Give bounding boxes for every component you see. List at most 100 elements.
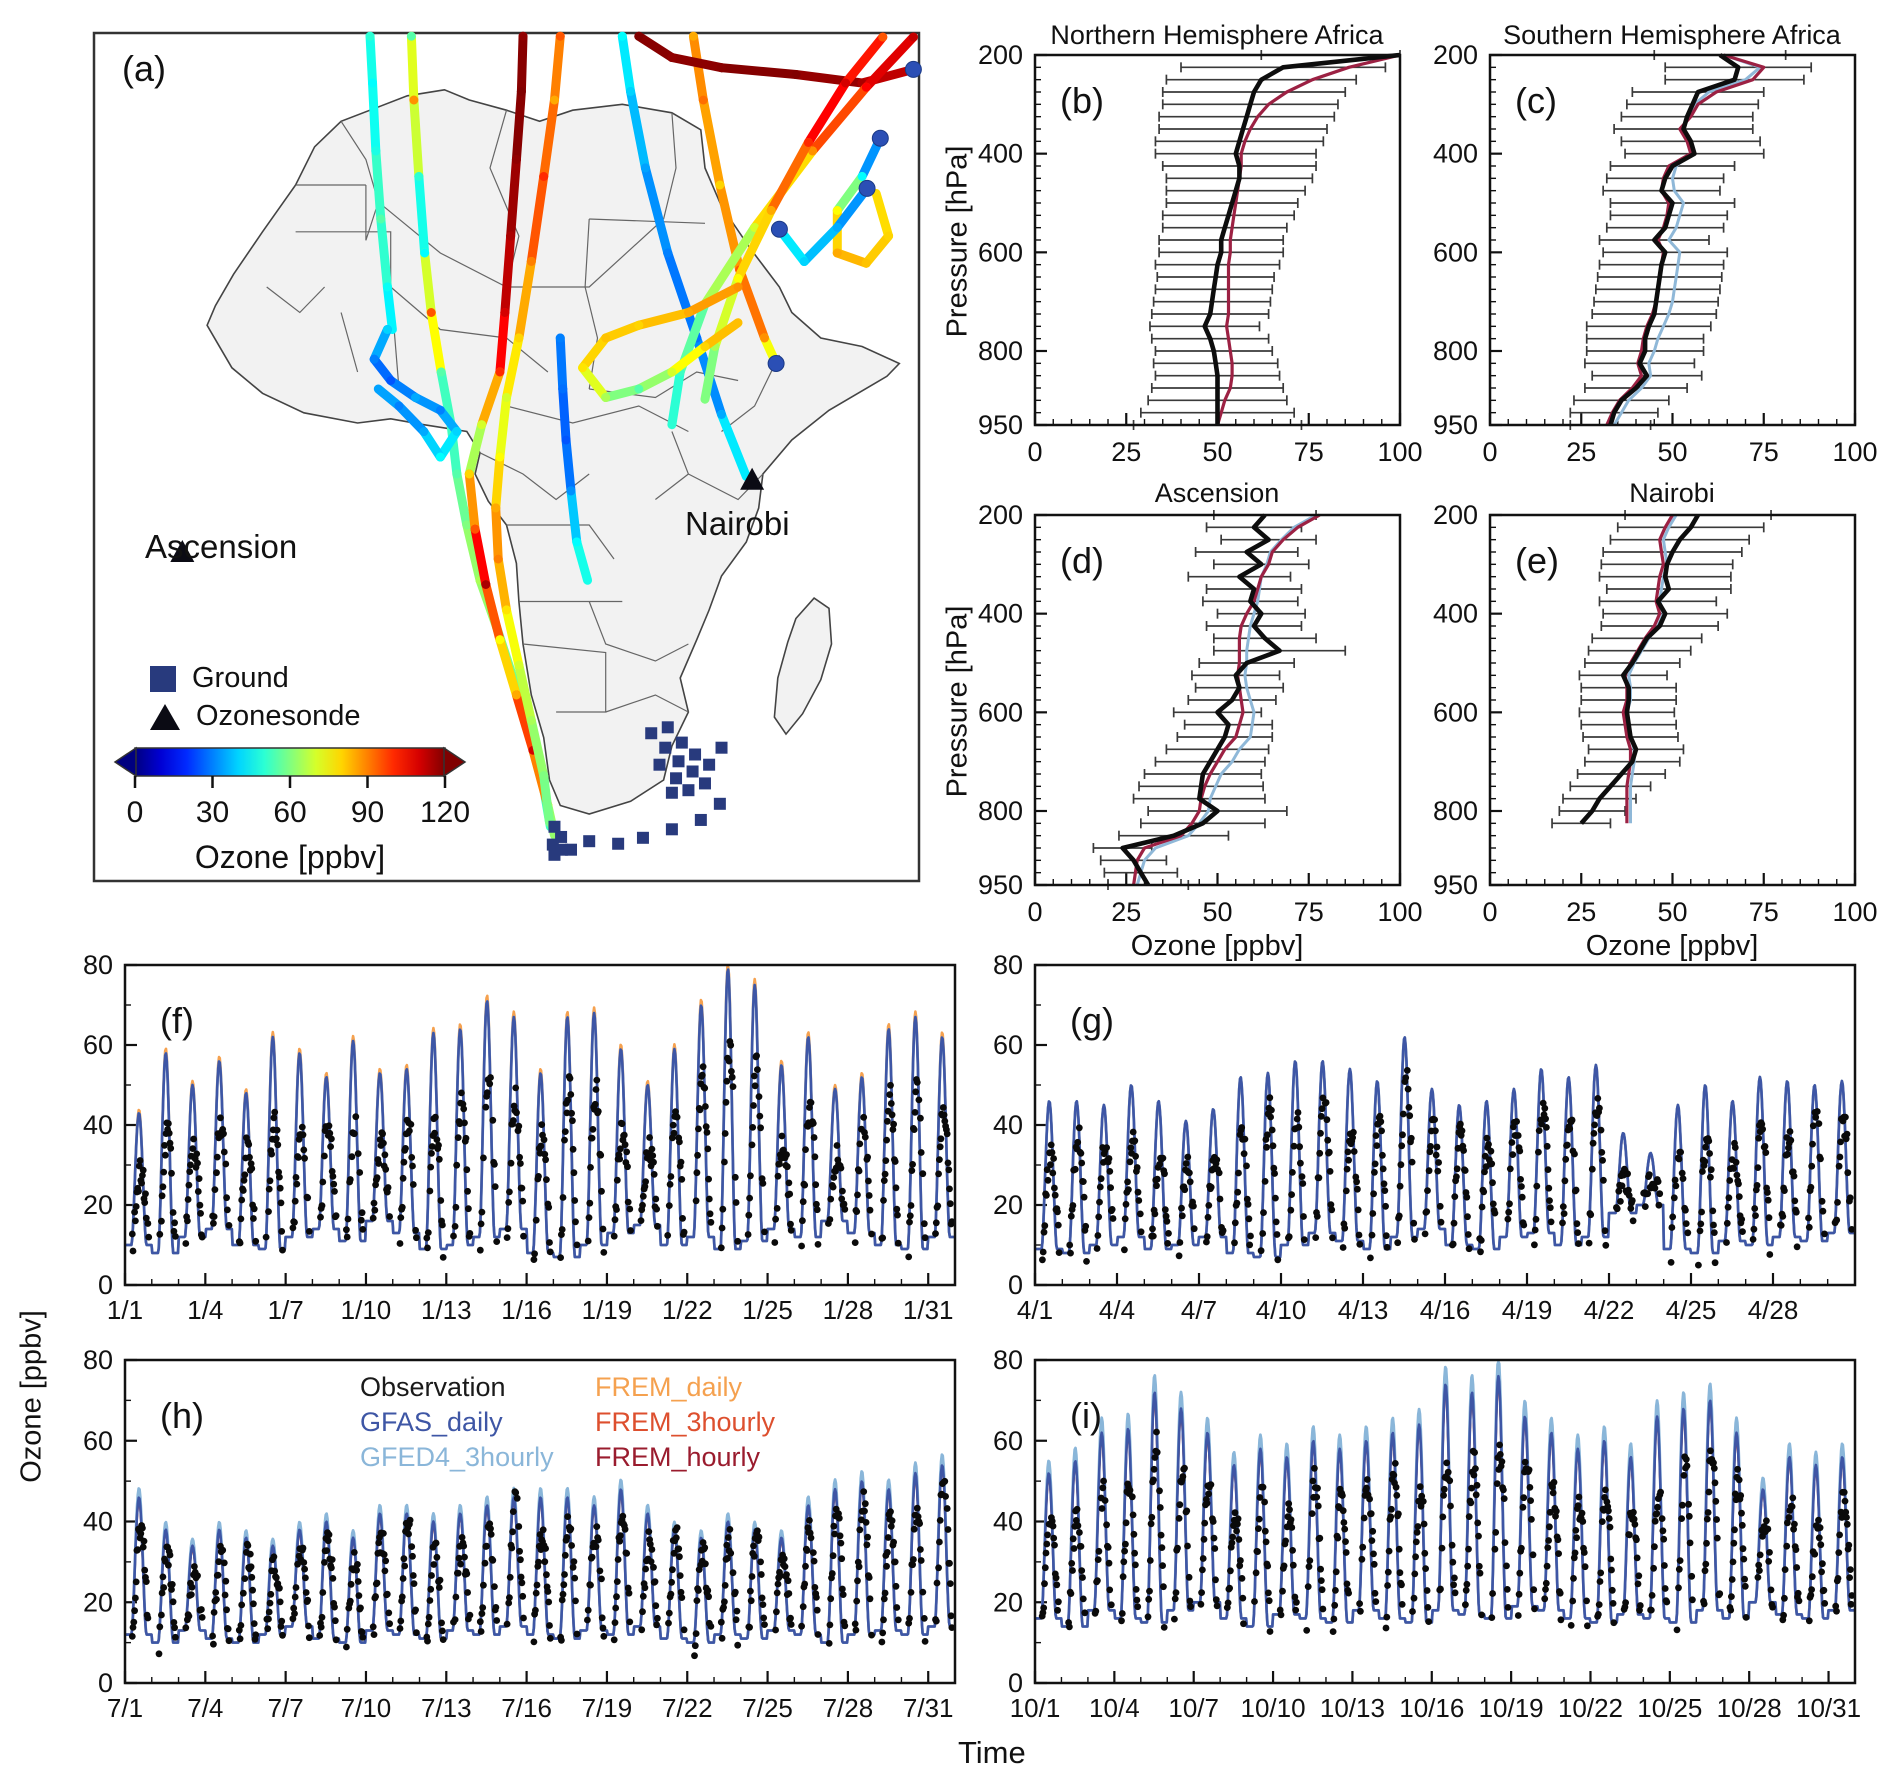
series-FREM_hourly	[1215, 53, 1401, 426]
svg-text:10/4: 10/4	[1089, 1693, 1140, 1723]
series-GFAS_daily	[1034, 1036, 1855, 1259]
svg-text:1/7: 1/7	[268, 1295, 304, 1325]
ozone-axis-label-d: Ozone [ppbv]	[1130, 930, 1304, 962]
svg-text:4/22: 4/22	[1584, 1295, 1635, 1325]
svg-text:60: 60	[83, 1426, 113, 1456]
ozone-axis-label-e: Ozone [ppbv]	[1585, 930, 1759, 962]
ozonesonde-triangle-icon	[150, 703, 180, 730]
svg-text:4/7: 4/7	[1181, 1295, 1217, 1325]
svg-text:40: 40	[993, 1507, 1023, 1537]
svg-text:25: 25	[1566, 897, 1596, 927]
profile-plot-b: 0 25 50 75 100 200 400 600 800 950	[978, 40, 1423, 467]
svg-text:4/1: 4/1	[1017, 1295, 1053, 1325]
svg-text:20: 20	[83, 1190, 113, 1220]
svg-text:50: 50	[1202, 897, 1232, 927]
svg-text:10/16: 10/16	[1399, 1693, 1464, 1723]
ts-ozone-axis-label: Ozone [ppbv]	[15, 1310, 48, 1483]
panel-letter-f: (f)	[160, 1000, 194, 1041]
map-canvas: 0 30 60 90 120 Ozone [ppbv]	[92, 31, 922, 883]
svg-text:60: 60	[83, 1030, 113, 1060]
svg-text:7/7: 7/7	[268, 1693, 304, 1723]
svg-text:0: 0	[1027, 897, 1042, 927]
map-legend-ground-label: Ground	[192, 662, 289, 694]
timeseries-plot-g: 4/1 4/4 4/7 4/10 4/13 4/16 4/19 4/22 4/25 4/28 0 20…	[993, 950, 1857, 1325]
profile-plot-d: 0 25 50 75 100 200 400 600 800 950	[978, 500, 1423, 927]
map-legend-ground: Ground	[150, 662, 289, 695]
svg-text:200: 200	[1433, 500, 1478, 530]
svg-text:0: 0	[127, 796, 144, 829]
track-endpoint-dot	[904, 60, 922, 78]
svg-text:1/13: 1/13	[421, 1295, 472, 1325]
svg-text:200: 200	[978, 40, 1023, 70]
map-site-label-nairobi: Nairobi	[685, 505, 790, 542]
svg-text:0: 0	[1008, 1668, 1023, 1698]
svg-text:100: 100	[1832, 897, 1877, 927]
timeseries-plot-f: 1/1 1/4 1/7 1/10 1/13 1/16 1/19 1/22 1/25 1/28 1/3…	[83, 950, 957, 1325]
svg-text:7/16: 7/16	[501, 1693, 552, 1723]
series-FREM_3hourly	[1034, 1040, 1855, 1259]
time-axis-label: Time	[958, 1735, 1026, 1770]
flight-tracks	[365, 31, 922, 840]
svg-text:400: 400	[1433, 139, 1478, 169]
svg-text:7/13: 7/13	[421, 1693, 472, 1723]
svg-text:400: 400	[978, 599, 1023, 629]
svg-text:4/4: 4/4	[1099, 1295, 1135, 1325]
svg-text:4/25: 4/25	[1666, 1295, 1717, 1325]
svg-text:80: 80	[993, 1345, 1023, 1375]
series-Observation	[1202, 52, 1401, 425]
series-Observation-dots	[1039, 1067, 1856, 1269]
error-bars	[1092, 510, 1347, 890]
svg-text:950: 950	[978, 870, 1023, 900]
svg-text:0: 0	[98, 1270, 113, 1300]
profile-plot-e: 0 25 50 75 100 200 400 600 800 950	[1433, 500, 1878, 927]
panel-letter-c: (c)	[1515, 80, 1557, 121]
svg-text:80: 80	[83, 1345, 113, 1375]
svg-text:90: 90	[351, 796, 384, 829]
svg-text:100: 100	[1832, 437, 1877, 467]
svg-text:10/7: 10/7	[1168, 1693, 1219, 1723]
svg-text:4/13: 4/13	[1338, 1295, 1389, 1325]
svg-text:1/19: 1/19	[582, 1295, 633, 1325]
profile-plot-c: 0 25 50 75 100 200 400 600 800 950	[1433, 40, 1878, 467]
series-GFED4_3hourly	[124, 968, 956, 1259]
series-GFAS_daily	[1034, 1374, 1856, 1628]
svg-text:1/4: 1/4	[187, 1295, 223, 1325]
svg-text:0: 0	[1482, 437, 1497, 467]
ozonesonde-site-marker	[170, 540, 195, 563]
series-Observation	[1608, 53, 1741, 426]
svg-text:0: 0	[98, 1668, 113, 1698]
svg-text:7/22: 7/22	[662, 1693, 713, 1723]
series-Observation	[1579, 513, 1700, 825]
svg-text:400: 400	[1433, 599, 1478, 629]
colorbar: 0 30 60 90 120 Ozone [ppbv]	[113, 746, 470, 875]
series-FREM_hourly	[1132, 513, 1321, 886]
svg-text:10/1: 10/1	[1010, 1693, 1061, 1723]
svg-text:7/28: 7/28	[823, 1693, 874, 1723]
svg-text:10/13: 10/13	[1320, 1693, 1385, 1723]
series-FREM_daily	[124, 965, 956, 1259]
svg-text:800: 800	[1433, 796, 1478, 826]
svg-text:1/16: 1/16	[501, 1295, 552, 1325]
svg-text:1/31: 1/31	[903, 1295, 954, 1325]
ozonesonde-site-marker	[740, 467, 765, 490]
svg-text:20: 20	[993, 1587, 1023, 1617]
ground-stations	[546, 721, 728, 861]
panel-letter-e: (e)	[1515, 540, 1559, 581]
panel-letter-g: (g)	[1070, 1000, 1114, 1041]
svg-text:600: 600	[978, 237, 1023, 267]
track-endpoint-dot	[770, 220, 788, 238]
svg-text:25: 25	[1566, 437, 1596, 467]
svg-text:50: 50	[1657, 897, 1687, 927]
svg-text:800: 800	[978, 796, 1023, 826]
svg-text:4/19: 4/19	[1502, 1295, 1553, 1325]
svg-text:1/28: 1/28	[823, 1295, 874, 1325]
series-Observation-dots	[1038, 1428, 1856, 1635]
svg-text:10/31: 10/31	[1796, 1693, 1861, 1723]
panel-letter-i: (i)	[1070, 1395, 1102, 1436]
svg-text:1/22: 1/22	[662, 1295, 713, 1325]
map-site-label-ascension: Ascension	[145, 528, 298, 565]
svg-text:950: 950	[978, 410, 1023, 440]
svg-text:10/28: 10/28	[1717, 1693, 1782, 1723]
svg-text:200: 200	[1433, 40, 1478, 70]
pressure-axis-label-d: Pressure [hPa]	[941, 605, 974, 798]
